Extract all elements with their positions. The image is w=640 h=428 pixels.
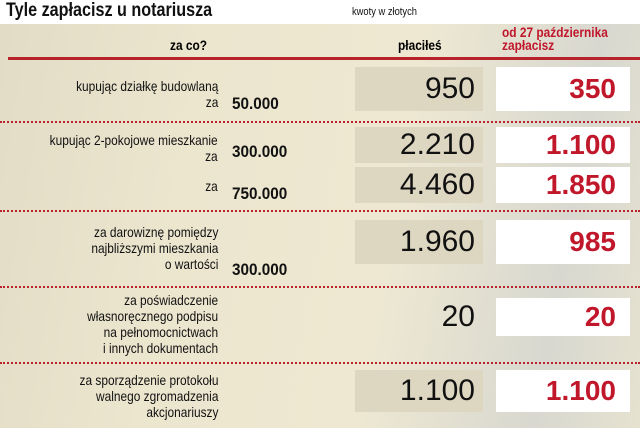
header-for-what: za co?	[170, 37, 208, 53]
row-divider	[0, 362, 640, 364]
new-price: 1.100	[496, 127, 630, 163]
new-price: 1.100	[496, 370, 630, 412]
old-price: 1.100	[355, 370, 483, 412]
old-price: 4.460	[355, 167, 483, 203]
row-label-line: i innych dokumentach	[102, 340, 218, 356]
header-paid: płaciłeś	[398, 37, 442, 53]
row-divider	[0, 286, 640, 288]
base-value: 300.000	[232, 142, 288, 161]
page-title: Tyle zapłacisz u notariusza	[6, 0, 213, 21]
row-label-line: własnoręcznego podpisu	[87, 308, 218, 324]
row-label-line: za	[205, 178, 218, 194]
row-label-line: za sporządzenie protokołu	[79, 372, 218, 388]
old-price: 1.960	[355, 220, 483, 264]
row-label-line: akcjonariuszy	[145, 404, 218, 420]
row-label: za	[205, 178, 218, 194]
row-divider	[0, 210, 640, 212]
row-label-line: walnego zgromadzenia	[95, 388, 218, 404]
header-will-pay: od 27 października zapłacisz	[502, 24, 608, 53]
row-label: za darowiznę pomiędzy najbliższymi mieszk…	[91, 224, 218, 272]
new-price: 1.850	[496, 167, 630, 203]
row-label: kupując działkę budowlaną za	[76, 78, 218, 110]
base-value: 300.000	[232, 260, 288, 279]
row-label-line: za darowiznę pomiędzy	[93, 224, 218, 240]
row-label-line: kupując działkę budowlaną	[75, 78, 218, 94]
old-price: 950	[355, 67, 483, 111]
unit-note: kwoty w złotych	[352, 6, 417, 18]
row-label-line: za poświadczenie	[124, 292, 218, 308]
base-value: 750.000	[232, 184, 288, 203]
base-value: 50.000	[232, 94, 279, 113]
row-label-line: kupując 2-pokojowe mieszkanie	[49, 132, 218, 148]
row-label-line: za	[205, 148, 218, 164]
row-label: za poświadczenie własnoręcznego podpisu na…	[87, 292, 218, 356]
row-label-line: najbliższymi mieszkania	[91, 240, 218, 256]
new-price: 985	[496, 220, 630, 264]
row-label: kupując 2-pokojowe mieszkanie za	[50, 132, 218, 164]
header-divider	[8, 57, 640, 60]
old-price: 20	[441, 300, 475, 333]
row-label-line: za	[205, 94, 218, 110]
row-label-line: o wartości	[164, 256, 218, 272]
old-price: 2.210	[355, 127, 483, 163]
row-divider	[0, 121, 640, 123]
row-label: za sporządzenie protokołu walnego zgromad…	[79, 372, 218, 420]
new-price: 350	[496, 67, 630, 111]
row-label-line: na pełnomocnictwach	[103, 324, 218, 340]
new-price: 20	[496, 298, 630, 336]
